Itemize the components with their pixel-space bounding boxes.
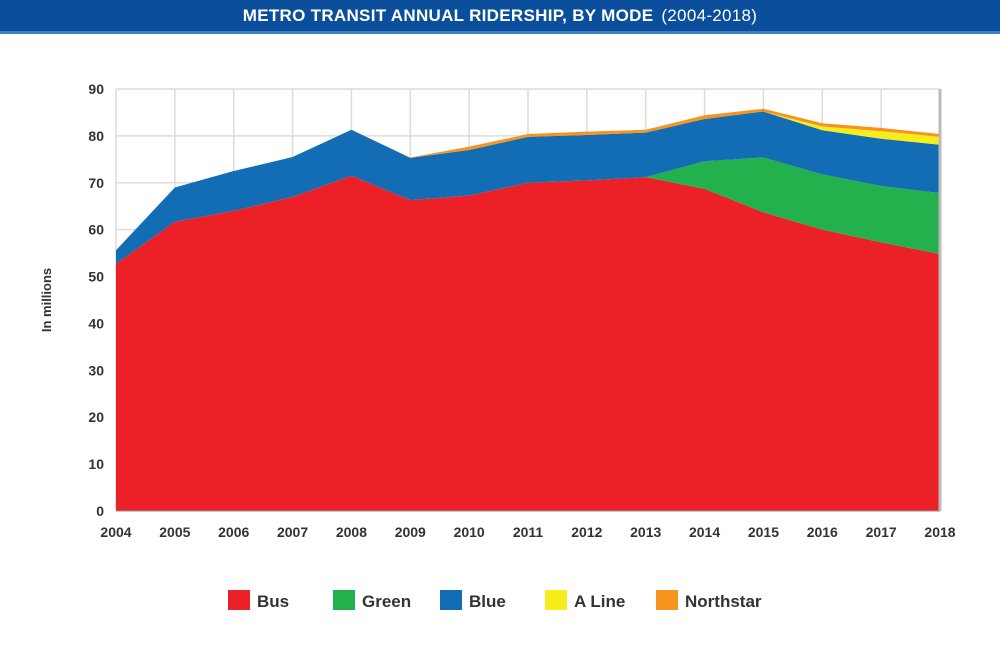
- x-tick-label: 2016: [807, 524, 838, 540]
- x-tick-label: 2013: [630, 524, 661, 540]
- legend-label: Green: [362, 592, 411, 611]
- x-tick-label: 2011: [513, 524, 544, 540]
- y-tick-label: 80: [88, 128, 104, 144]
- y-axis-label: In millions: [39, 268, 54, 332]
- x-tick-label: 2007: [277, 524, 308, 540]
- chart-subtitle: (2004-2018): [661, 6, 758, 25]
- area-blue: [116, 111, 940, 264]
- x-tick-label: 2008: [336, 524, 367, 540]
- legend-item-northstar: Northstar: [656, 590, 762, 611]
- legend-label: A Line: [574, 592, 625, 611]
- legend-item-blue: Blue: [440, 590, 506, 611]
- y-tick-label: 20: [88, 409, 104, 425]
- legend-swatch: [228, 590, 250, 610]
- legend-item-a-line: A Line: [545, 590, 625, 611]
- y-tick-label: 10: [88, 456, 104, 472]
- x-tick-label: 2004: [100, 524, 131, 540]
- x-tick-label: 2005: [159, 524, 190, 540]
- legend-label: Bus: [257, 592, 289, 611]
- x-tick-label: 2006: [218, 524, 249, 540]
- x-tick-label: 2015: [748, 524, 779, 540]
- legend-item-bus: Bus: [228, 590, 289, 611]
- y-tick-label: 30: [88, 362, 104, 378]
- legend-swatch: [545, 590, 567, 610]
- x-tick-label: 2018: [924, 524, 955, 540]
- x-tick-label: 2017: [866, 524, 897, 540]
- y-tick-label: 50: [88, 269, 104, 285]
- legend-swatch: [333, 590, 355, 610]
- x-tick-label: 2012: [571, 524, 602, 540]
- y-tick-label: 40: [88, 315, 104, 331]
- y-tick-label: 90: [88, 81, 104, 97]
- legend-label: Blue: [469, 592, 506, 611]
- area-bus: [116, 175, 940, 511]
- y-tick-label: 70: [88, 175, 104, 191]
- title-bar: METRO TRANSIT ANNUAL RIDERSHIP, BY MODE (…: [0, 0, 1000, 34]
- legend-item-green: Green: [333, 590, 411, 611]
- chart-title: METRO TRANSIT ANNUAL RIDERSHIP, BY MODE: [242, 6, 654, 25]
- x-tick-label: 2009: [395, 524, 426, 540]
- legend-swatch: [656, 590, 678, 610]
- x-tick-label: 2010: [454, 524, 485, 540]
- legend-label: Northstar: [685, 592, 762, 611]
- x-tick-label: 2014: [689, 524, 720, 540]
- legend-swatch: [440, 590, 462, 610]
- area-green: [116, 157, 940, 264]
- y-tick-label: 60: [88, 222, 104, 238]
- y-tick-label: 0: [96, 503, 104, 519]
